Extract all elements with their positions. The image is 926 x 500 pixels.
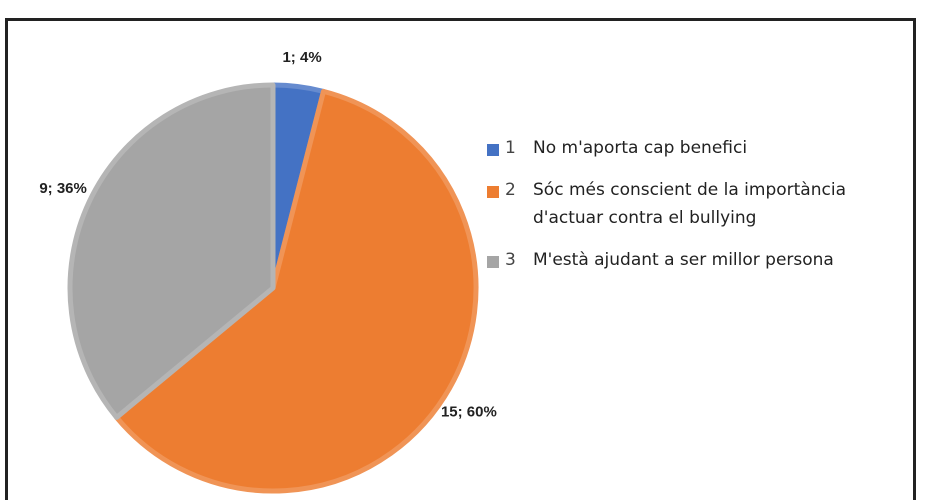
legend-number: 3 xyxy=(505,250,516,270)
legend-swatch xyxy=(487,144,499,156)
frame xyxy=(5,18,916,500)
legend: 1 No m'aporta cap benefici 2 Sóc més consci… xyxy=(487,138,917,292)
legend-swatch xyxy=(487,256,499,268)
legend-number: 2 xyxy=(505,180,516,200)
pie-slice xyxy=(114,88,479,494)
legend-label: M'està ajudant a ser millor persona xyxy=(533,250,834,270)
legend-item: 1 No m'aporta cap benefici xyxy=(487,138,917,162)
legend-label: No m'aporta cap benefici xyxy=(533,138,748,158)
legend-number: 1 xyxy=(505,138,516,158)
legend-item: 3 M'està ajudant a ser millor persona xyxy=(487,250,917,274)
data-label: 15; 60% xyxy=(441,403,497,420)
legend-swatch xyxy=(487,186,499,198)
pie-slice xyxy=(67,82,276,420)
data-label: 9; 36% xyxy=(39,180,87,197)
legend-label: Sóc més conscient de la importància d'ac… xyxy=(533,180,846,228)
legend-item: 2 Sóc més conscient de la importància d'a… xyxy=(487,180,917,232)
data-label: 1; 4% xyxy=(282,49,321,66)
